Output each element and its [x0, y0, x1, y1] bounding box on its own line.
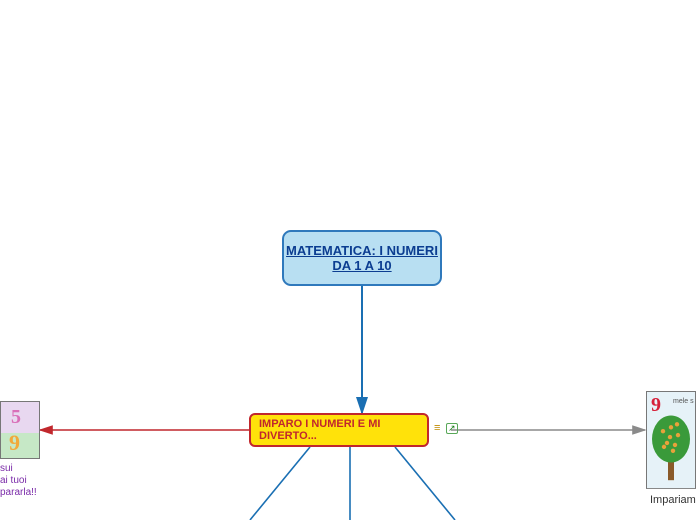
root-node-label: MATEMATICA: I NUMERI DA 1 A 10 — [284, 243, 440, 273]
right-preview-caption: Impariam — [650, 494, 696, 506]
root-node-matematica[interactable]: MATEMATICA: I NUMERI DA 1 A 10 — [282, 230, 442, 286]
notes-icon[interactable]: ≡ — [434, 423, 440, 434]
external-link-icon[interactable]: ↗ — [446, 423, 458, 434]
left-preview-caption: suiai tuoipararla!! — [0, 463, 37, 499]
left-preview-thumbnail[interactable]: 59 — [0, 401, 40, 459]
child-node-imparo[interactable]: IMPARO I NUMERI E MI DIVERTO... — [249, 413, 429, 447]
right-preview-thumbnail[interactable]: 9mele s — [646, 391, 696, 489]
child-node-label: IMPARO I NUMERI E MI DIVERTO... — [259, 418, 419, 442]
